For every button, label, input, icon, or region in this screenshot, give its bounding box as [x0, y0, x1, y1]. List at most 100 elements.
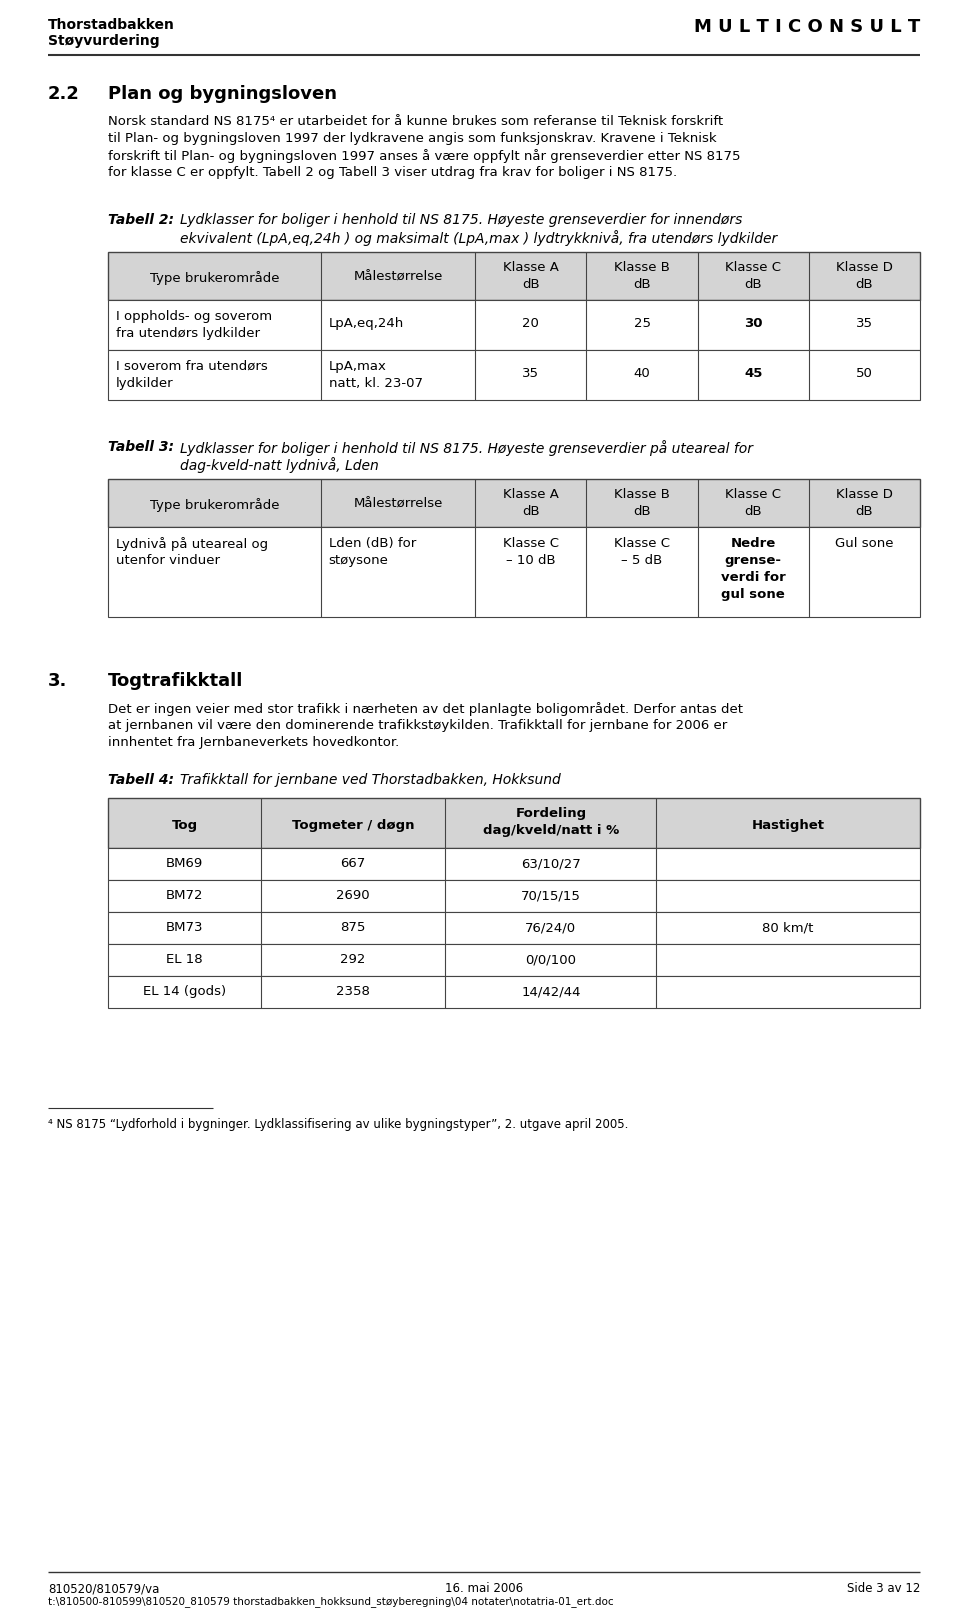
Text: Tabell 3:: Tabell 3: [108, 440, 174, 455]
Text: 70/15/15: 70/15/15 [521, 888, 581, 901]
Text: Klasse C: Klasse C [614, 537, 670, 550]
Text: 40: 40 [634, 367, 651, 380]
Text: Fordeling: Fordeling [516, 807, 587, 820]
Text: 80 km/t: 80 km/t [762, 922, 814, 935]
Text: for klasse C er oppfylt. Tabell 2 og Tabell 3 viser utdrag fra krav for boliger : for klasse C er oppfylt. Tabell 2 og Tab… [108, 167, 677, 180]
Bar [108, 880, 920, 913]
Text: 16. mai 2006: 16. mai 2006 [444, 1582, 523, 1595]
Text: Klasse D: Klasse D [836, 260, 893, 273]
Text: Gul sone: Gul sone [835, 537, 894, 550]
Text: EL 18: EL 18 [166, 953, 203, 966]
Text: grense-: grense- [725, 553, 781, 566]
Text: 50: 50 [856, 367, 873, 380]
Text: Type brukerområde: Type brukerområde [150, 498, 279, 511]
Bar [108, 527, 920, 616]
Text: Klasse C: Klasse C [503, 537, 559, 550]
Text: t:\810500-810599\810520_810579 thorstadbakken_hokksund_støyberegning\04 notater\: t:\810500-810599\810520_810579 thorstadb… [48, 1595, 613, 1607]
Text: 3.: 3. [48, 671, 67, 689]
Text: – 5 dB: – 5 dB [621, 553, 662, 566]
Text: Klasse D: Klasse D [836, 489, 893, 502]
Text: BM72: BM72 [166, 888, 204, 901]
Text: Målestørrelse: Målestørrelse [353, 270, 443, 285]
Text: Lydklasser for boliger i henhold til NS 8175. Høyeste grenseverdier for innendør: Lydklasser for boliger i henhold til NS … [180, 214, 742, 227]
Text: I soverom fra utendørs: I soverom fra utendørs [116, 359, 268, 374]
Text: 25: 25 [634, 317, 651, 330]
Text: 0/0/100: 0/0/100 [525, 953, 576, 966]
Text: Klasse B: Klasse B [614, 260, 670, 273]
Text: Tabell 2:: Tabell 2: [108, 214, 174, 227]
Text: Klasse C: Klasse C [725, 489, 781, 502]
Bar [108, 349, 920, 400]
Text: Nedre: Nedre [731, 537, 776, 550]
Text: Klasse C: Klasse C [725, 260, 781, 273]
Text: dag/kveld/natt i %: dag/kveld/natt i % [483, 824, 619, 837]
Text: 875: 875 [341, 921, 366, 934]
Text: dag-kveld-natt lydnivå, Lden: dag-kveld-natt lydnivå, Lden [180, 456, 379, 472]
Text: Side 3 av 12: Side 3 av 12 [847, 1582, 920, 1595]
Text: BM69: BM69 [166, 858, 204, 870]
Text: fra utendørs lydkilder: fra utendørs lydkilder [116, 327, 260, 340]
Text: Lydklasser for boliger i henhold til NS 8175. Høyeste grenseverdier på uteareal : Lydklasser for boliger i henhold til NS … [180, 440, 753, 456]
Text: 35: 35 [522, 367, 540, 380]
Text: Hastighet: Hastighet [752, 819, 825, 832]
Text: natt, kl. 23-07: natt, kl. 23-07 [328, 377, 422, 390]
Text: 667: 667 [341, 858, 366, 870]
Bar [108, 913, 920, 943]
Text: verdi for: verdi for [721, 571, 785, 584]
Text: 292: 292 [341, 953, 366, 966]
Text: ⁴ NS 8175 “Lydforhold i bygninger. Lydklassifisering av ulike bygningstyper”, 2.: ⁴ NS 8175 “Lydforhold i bygninger. Lydkl… [48, 1118, 629, 1131]
Text: Type brukerområde: Type brukerområde [150, 270, 279, 285]
Text: til Plan- og bygningsloven 1997 der lydkravene angis som funksjonskrav. Kravene : til Plan- og bygningsloven 1997 der lydk… [108, 133, 716, 146]
Text: LpA,eq,24h: LpA,eq,24h [328, 317, 404, 330]
Text: innhentet fra Jernbaneverkets hovedkontor.: innhentet fra Jernbaneverkets hovedkonto… [108, 736, 399, 749]
Text: M U L T I C O N S U L T: M U L T I C O N S U L T [694, 18, 920, 36]
Text: 20: 20 [522, 317, 540, 330]
Text: Lden (dB) for: Lden (dB) for [328, 537, 416, 550]
Text: Trafikktall for jernbane ved Thorstadbakken, Hokksund: Trafikktall for jernbane ved Thorstadbak… [180, 773, 561, 786]
Text: at jernbanen vil være den dominerende trafikkstøykilden. Trafikktall for jernban: at jernbanen vil være den dominerende tr… [108, 718, 728, 731]
Text: Støyvurdering: Støyvurdering [48, 34, 159, 49]
Bar [108, 976, 920, 1008]
Text: Plan og bygningsloven: Plan og bygningsloven [108, 86, 337, 104]
Bar [108, 299, 920, 349]
Text: dB: dB [855, 505, 874, 518]
Text: 76/24/0: 76/24/0 [525, 921, 576, 934]
Text: Lydnivå på uteareal og: Lydnivå på uteareal og [116, 537, 268, 552]
Text: 810520/810579/va: 810520/810579/va [48, 1582, 159, 1595]
Text: støysone: støysone [328, 553, 389, 566]
Text: Togtrafikktall: Togtrafikktall [108, 671, 244, 689]
Text: 14/42/44: 14/42/44 [521, 985, 581, 998]
Bar [108, 252, 920, 299]
Text: I oppholds- og soverom: I oppholds- og soverom [116, 311, 272, 324]
Text: dB: dB [522, 278, 540, 291]
Text: dB: dB [634, 278, 651, 291]
Text: Målestørrelse: Målestørrelse [353, 498, 443, 511]
Text: Togmeter / døgn: Togmeter / døgn [292, 819, 415, 832]
Text: 2690: 2690 [336, 888, 370, 901]
Text: 63/10/27: 63/10/27 [521, 858, 581, 870]
Text: lydkilder: lydkilder [116, 377, 174, 390]
Bar [108, 798, 920, 848]
Text: dB: dB [855, 278, 874, 291]
Text: Norsk standard NS 8175⁴ er utarbeidet for å kunne brukes som referanse til Tekni: Norsk standard NS 8175⁴ er utarbeidet fo… [108, 115, 723, 128]
Bar [108, 479, 920, 527]
Text: Klasse B: Klasse B [614, 489, 670, 502]
Text: 30: 30 [744, 317, 762, 330]
Text: 45: 45 [744, 367, 762, 380]
Bar [108, 848, 920, 880]
Text: Tabell 4:: Tabell 4: [108, 773, 174, 786]
Text: dB: dB [634, 505, 651, 518]
Text: EL 14 (gods): EL 14 (gods) [143, 985, 226, 998]
Text: Det er ingen veier med stor trafikk i nærheten av det planlagte boligområdet. De: Det er ingen veier med stor trafikk i næ… [108, 702, 743, 717]
Text: LpA,max: LpA,max [328, 359, 387, 374]
Text: Klasse A: Klasse A [503, 260, 559, 273]
Text: Thorstadbakken: Thorstadbakken [48, 18, 175, 32]
Text: 35: 35 [856, 317, 873, 330]
Text: forskrift til Plan- og bygningsloven 1997 anses å være oppfylt når grenseverdier: forskrift til Plan- og bygningsloven 199… [108, 149, 740, 163]
Text: ekvivalent (LpA,eq,24h ) og maksimalt (LpA,max ) lydtrykknivå, fra utendørs lydk: ekvivalent (LpA,eq,24h ) og maksimalt (L… [180, 230, 778, 246]
Text: Klasse A: Klasse A [503, 489, 559, 502]
Text: 2358: 2358 [336, 985, 371, 998]
Bar [108, 943, 920, 976]
Text: – 10 dB: – 10 dB [506, 553, 556, 566]
Text: dB: dB [744, 278, 762, 291]
